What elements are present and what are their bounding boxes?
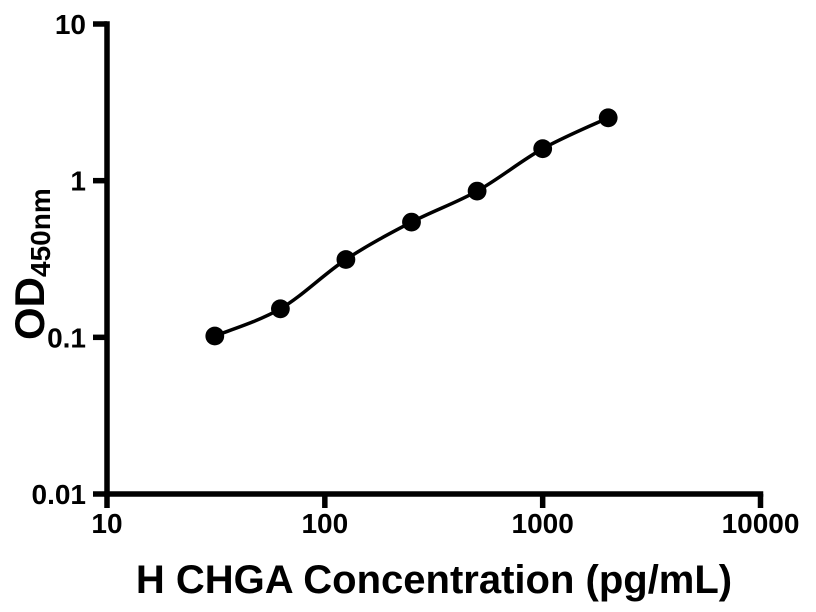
y-tick-label: 10 <box>55 9 86 40</box>
y-tick-label: 0.01 <box>32 479 87 510</box>
y-tick-label: 0.1 <box>47 322 86 353</box>
data-point <box>336 250 356 269</box>
data-point <box>402 212 421 232</box>
data-point <box>533 139 553 159</box>
x-tick-label: 100 <box>301 508 348 539</box>
data-point <box>598 108 618 128</box>
y-axis-title: OD450nm <box>6 188 56 340</box>
x-axis-title: H CHGA Concentration (pg/mL) <box>136 558 732 602</box>
tick-marks <box>93 21 764 508</box>
data-point <box>205 326 225 346</box>
x-tick-label: 10000 <box>722 508 800 539</box>
data-series <box>205 108 618 346</box>
axes <box>104 21 764 497</box>
y-tick-label: 1 <box>70 166 86 197</box>
x-tick-label: 1000 <box>512 508 574 539</box>
data-point <box>271 299 290 319</box>
y-axis-title-subscript: 450nm <box>25 188 56 277</box>
data-point <box>467 181 487 201</box>
y-axis-title-main: OD <box>6 277 53 340</box>
tick-labels: 0.01 0.1 1 10 10 100 1000 10000 <box>32 9 800 539</box>
x-tick-label: 10 <box>91 508 122 539</box>
